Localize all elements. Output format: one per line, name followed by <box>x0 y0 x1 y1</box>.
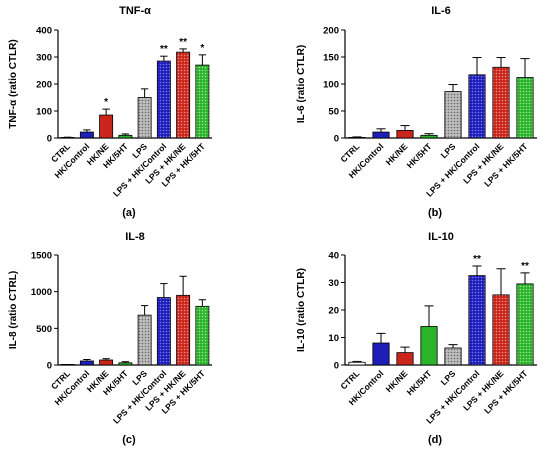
bar-3 <box>396 130 414 139</box>
y-axis-label: IL-8 (ratio CTRL) <box>8 271 19 349</box>
panel-label: (d) <box>428 434 442 446</box>
bar-7 <box>176 51 191 139</box>
y-tick-label: 100 <box>36 107 52 118</box>
panel-label: (c) <box>122 434 136 446</box>
significance-marker: ** <box>473 254 481 265</box>
bar-3 <box>396 352 414 366</box>
chart-title: IL-8 <box>125 231 145 243</box>
bar-4 <box>420 326 438 366</box>
bar-7 <box>492 294 510 366</box>
bar-8 <box>195 305 210 366</box>
chart-title: IL-10 <box>428 231 454 243</box>
y-tick-label: 200 <box>323 26 339 37</box>
bar-7 <box>492 66 510 139</box>
y-tick-label: 300 <box>36 53 52 64</box>
y-tick-label: 20 <box>328 306 339 317</box>
x-tick-label: LPS <box>439 368 458 387</box>
y-tick-label: 100 <box>323 80 339 91</box>
x-tick-label: HK/5HT <box>405 141 434 170</box>
bar-5 <box>137 97 152 139</box>
x-tick-label: LPS + HK/5HT <box>482 141 530 189</box>
y-tick-label: 10 <box>328 333 339 344</box>
y-axis-label: IL-10 (ratio CTLR) <box>296 268 307 352</box>
bar-2 <box>79 360 94 366</box>
y-tick-label: 0 <box>334 134 339 145</box>
bar-4 <box>118 362 133 366</box>
bar-4 <box>118 134 133 139</box>
bar-5 <box>444 347 462 366</box>
bar-6 <box>156 60 171 139</box>
bar-4 <box>420 134 438 139</box>
bar-2 <box>372 342 390 366</box>
bar-7 <box>176 294 191 366</box>
x-tick-label: LPS + HK/5HT <box>482 368 530 416</box>
bar-6 <box>468 74 486 139</box>
bar-6 <box>468 275 486 366</box>
bar-3 <box>99 114 114 139</box>
bar-1 <box>348 136 366 139</box>
significance-marker: ** <box>179 37 187 48</box>
y-tick-label: 0 <box>47 361 52 372</box>
x-tick-label: HK/5HT <box>405 368 434 397</box>
chart-title: IL-6 <box>431 5 451 17</box>
panel-label: (a) <box>122 207 136 219</box>
bar-3 <box>99 359 114 366</box>
y-tick-label: 0 <box>47 134 52 145</box>
y-tick-label: 150 <box>323 53 339 64</box>
bar-8 <box>195 64 210 139</box>
panel-label: (b) <box>428 207 442 219</box>
chart-title: TNF-α <box>119 5 151 17</box>
bar-8 <box>516 283 534 366</box>
bar-2 <box>79 131 94 139</box>
y-tick-label: 0 <box>334 361 339 372</box>
y-axis-label: IL-6 (ratio CTLR) <box>296 45 307 123</box>
bar-8 <box>516 77 534 139</box>
y-tick-label: 30 <box>328 278 339 289</box>
y-tick-label: 1000 <box>31 287 52 298</box>
significance-marker: ** <box>160 44 168 55</box>
bar-5 <box>137 314 152 366</box>
y-tick-label: 400 <box>36 26 52 37</box>
bar-6 <box>156 297 171 366</box>
bar-5 <box>444 91 462 139</box>
x-tick-label: LPS <box>439 141 458 160</box>
bar-1 <box>348 361 366 366</box>
bar-2 <box>372 131 390 139</box>
y-tick-label: 200 <box>36 80 52 91</box>
significance-marker: * <box>200 43 204 54</box>
y-axis-label: TNF-α (ratio CTLR) <box>8 39 19 128</box>
significance-marker: ** <box>521 261 529 272</box>
significance-marker: * <box>104 97 108 108</box>
y-tick-label: 40 <box>328 251 339 262</box>
y-tick-label: 50 <box>328 107 339 118</box>
y-tick-label: 1500 <box>31 251 52 262</box>
y-tick-label: 500 <box>36 324 52 335</box>
